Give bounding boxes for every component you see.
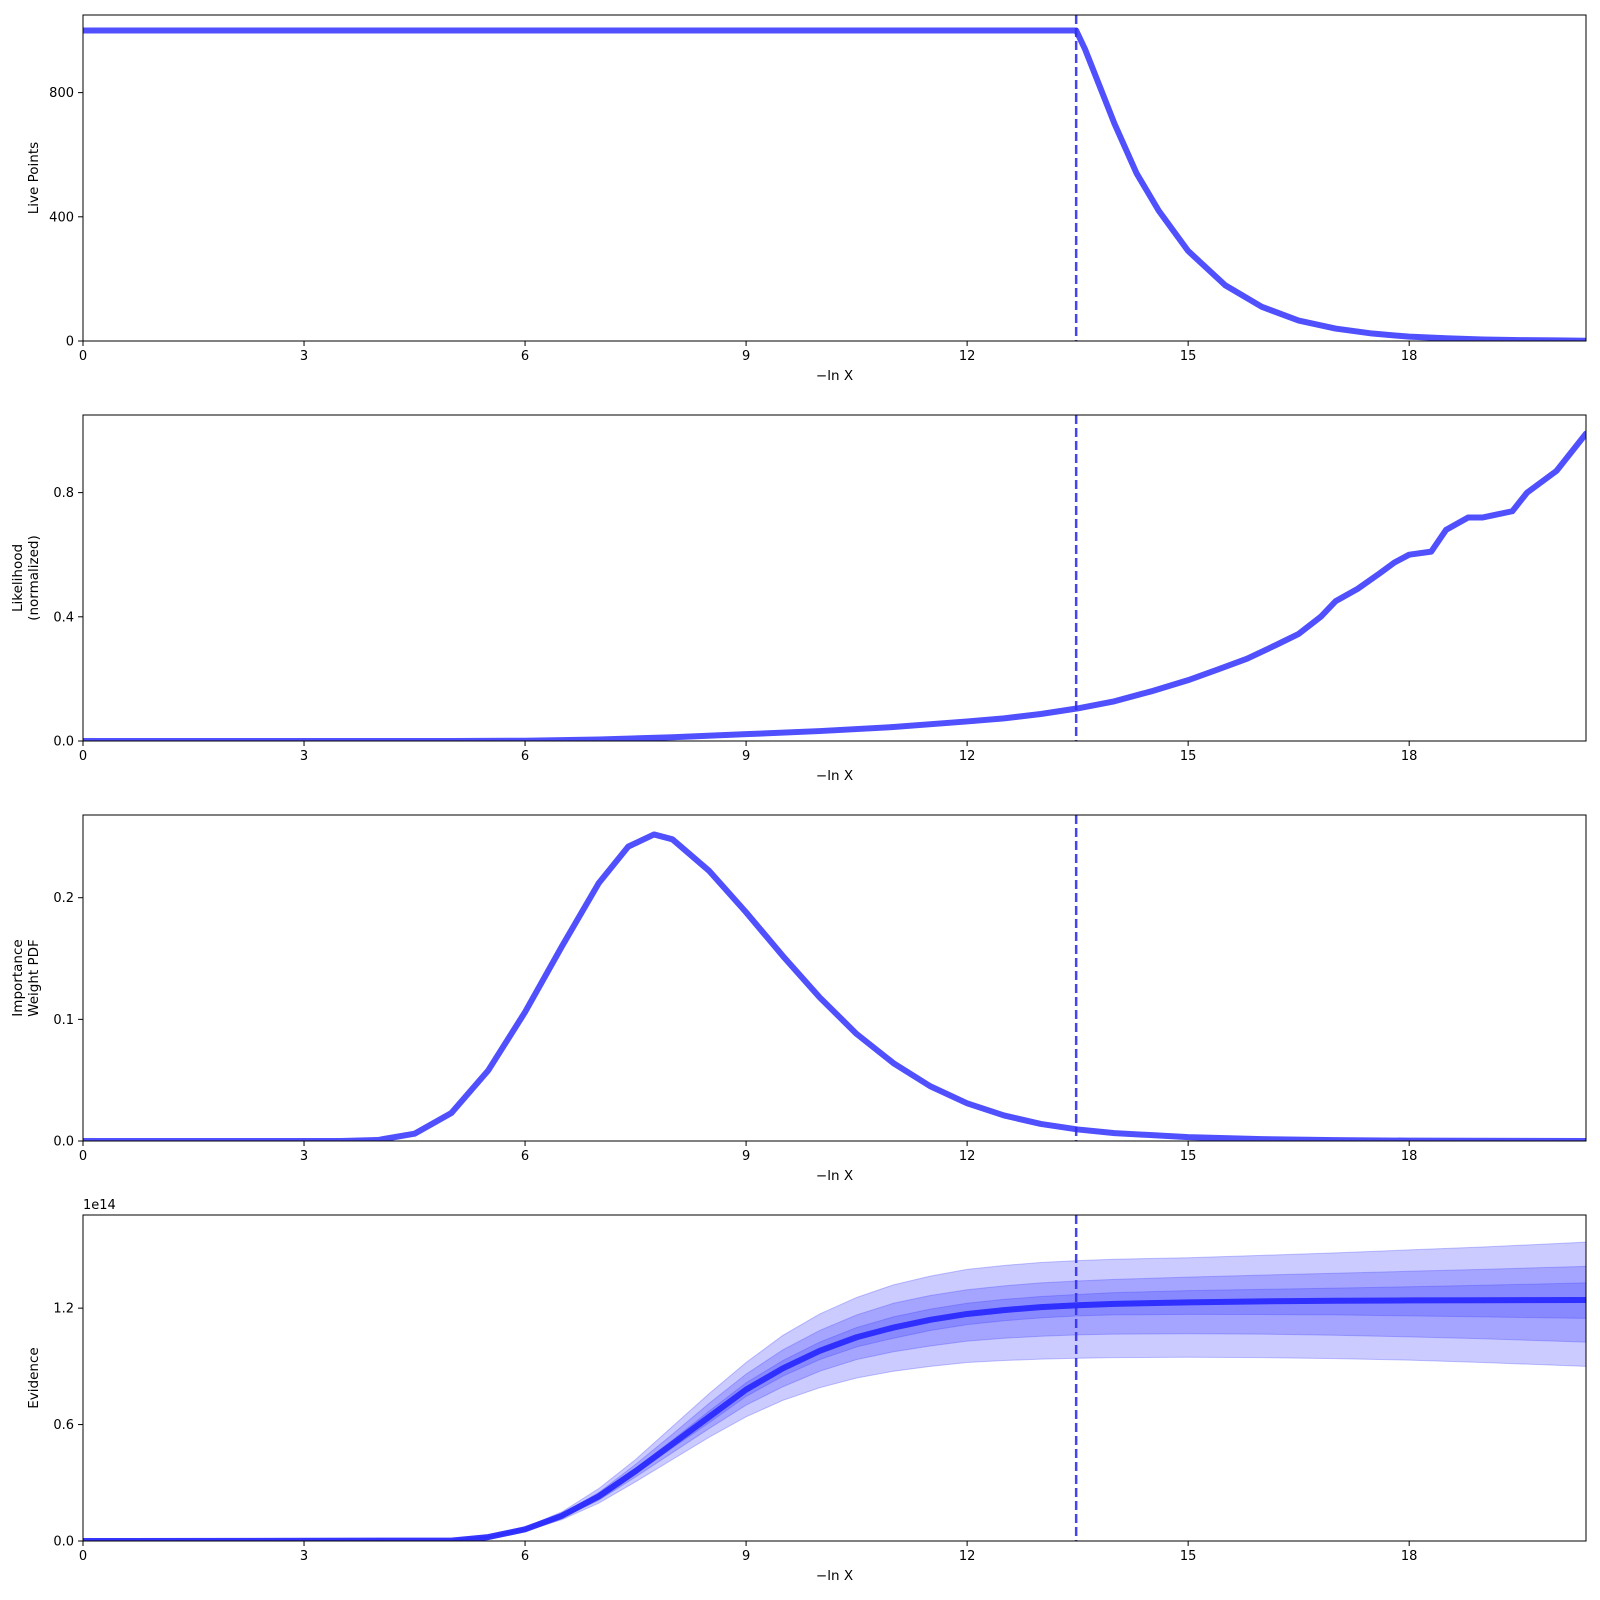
x-tick-label: 9 — [742, 749, 750, 764]
series-line-1 — [83, 1296, 1586, 1541]
axes-frame — [82, 14, 1587, 342]
y-tick-label: 0.4 — [53, 610, 74, 625]
x-tick-label: 15 — [1180, 1549, 1197, 1564]
x-axis-label: −ln X — [816, 368, 853, 384]
x-tick-label: 6 — [521, 1549, 529, 1564]
chart-panel-2: 0 3 6 9 12 15 18 0.0 0.4 0.8 −ln X Likelihood (norma… — [10, 414, 1587, 784]
y-axis-label: Evidence — [26, 1347, 42, 1408]
x-tick-label: 12 — [959, 1149, 976, 1164]
series-line-1 — [83, 831, 1586, 1141]
plot-area — [83, 430, 1586, 741]
y-tick-label: 0 — [66, 335, 74, 350]
axes-frame — [82, 414, 1587, 742]
x-tick-label: 18 — [1401, 749, 1418, 764]
x-tick-label: 0 — [79, 1549, 87, 1564]
y-axis-label: Importance — [10, 939, 26, 1016]
chart-panel-3: 0 3 6 9 12 15 18 0.0 0.1 0.2 −ln X Importance Weight… — [10, 814, 1587, 1184]
x-tick-label: 3 — [300, 349, 308, 364]
x-tick-label: 6 — [521, 1149, 529, 1164]
x-axis-label: −ln X — [816, 1568, 853, 1584]
x-axis-label: −ln X — [816, 1168, 853, 1184]
y-tick-label: 0.1 — [53, 1013, 74, 1028]
x-tick-label: 9 — [742, 349, 750, 364]
y-tick-label: 0.6 — [53, 1418, 74, 1433]
x-tick-label: 3 — [300, 749, 308, 764]
x-tick-label: 9 — [742, 1149, 750, 1164]
x-tick-label: 12 — [959, 1549, 976, 1564]
series-line-1 — [83, 27, 1586, 341]
y-offset-label: 1e14 — [83, 1198, 116, 1213]
x-tick-label: 0 — [79, 749, 87, 764]
plot-area — [83, 27, 1586, 341]
y-axis-label: Likelihood — [10, 544, 26, 612]
x-tick-label: 3 — [300, 1549, 308, 1564]
x-tick-label: 15 — [1180, 1149, 1197, 1164]
x-tick-label: 6 — [521, 349, 529, 364]
y-tick-label: 0.0 — [53, 735, 74, 750]
x-tick-label: 15 — [1180, 349, 1197, 364]
confidence-band-2 — [83, 1265, 1586, 1541]
x-tick-label: 12 — [959, 349, 976, 364]
y-tick-label: 800 — [49, 86, 74, 101]
x-axis-label: −ln X — [816, 768, 853, 784]
y-axis-label: Live Points — [26, 142, 42, 214]
x-tick-label: 18 — [1401, 349, 1418, 364]
confidence-band-3 — [83, 1241, 1586, 1541]
y-axis-label: (normalized) — [26, 535, 42, 621]
y-tick-label: 0.0 — [53, 1535, 74, 1550]
x-tick-label: 18 — [1401, 1549, 1418, 1564]
x-tick-label: 18 — [1401, 1149, 1418, 1164]
axes-frame — [82, 1214, 1587, 1542]
confidence-band-1 — [83, 1282, 1586, 1541]
axes-frame — [82, 814, 1587, 1142]
x-tick-label: 9 — [742, 1549, 750, 1564]
chart-panel-4: 0 3 6 9 12 15 18 0.0 0.6 1.2 −ln X Evidence 1e14 — [26, 1198, 1587, 1584]
x-tick-label: 0 — [79, 1149, 87, 1164]
chart-panel-1: 0 3 6 9 12 15 18 0 400 800 −ln X Live Points — [26, 14, 1587, 384]
y-tick-label: 0.2 — [53, 891, 74, 906]
plot-area — [83, 1241, 1586, 1541]
y-tick-label: 400 — [49, 210, 74, 225]
y-tick-label: 1.2 — [53, 1302, 74, 1317]
x-tick-label: 6 — [521, 749, 529, 764]
plot-area — [83, 831, 1586, 1141]
x-tick-label: 15 — [1180, 749, 1197, 764]
series-line-1 — [83, 430, 1586, 741]
x-tick-label: 3 — [300, 1149, 308, 1164]
x-tick-label: 0 — [79, 349, 87, 364]
y-axis-label: Weight PDF — [26, 939, 42, 1017]
y-tick-label: 0.0 — [53, 1135, 74, 1150]
y-tick-label: 0.8 — [53, 486, 74, 501]
x-tick-label: 12 — [959, 749, 976, 764]
